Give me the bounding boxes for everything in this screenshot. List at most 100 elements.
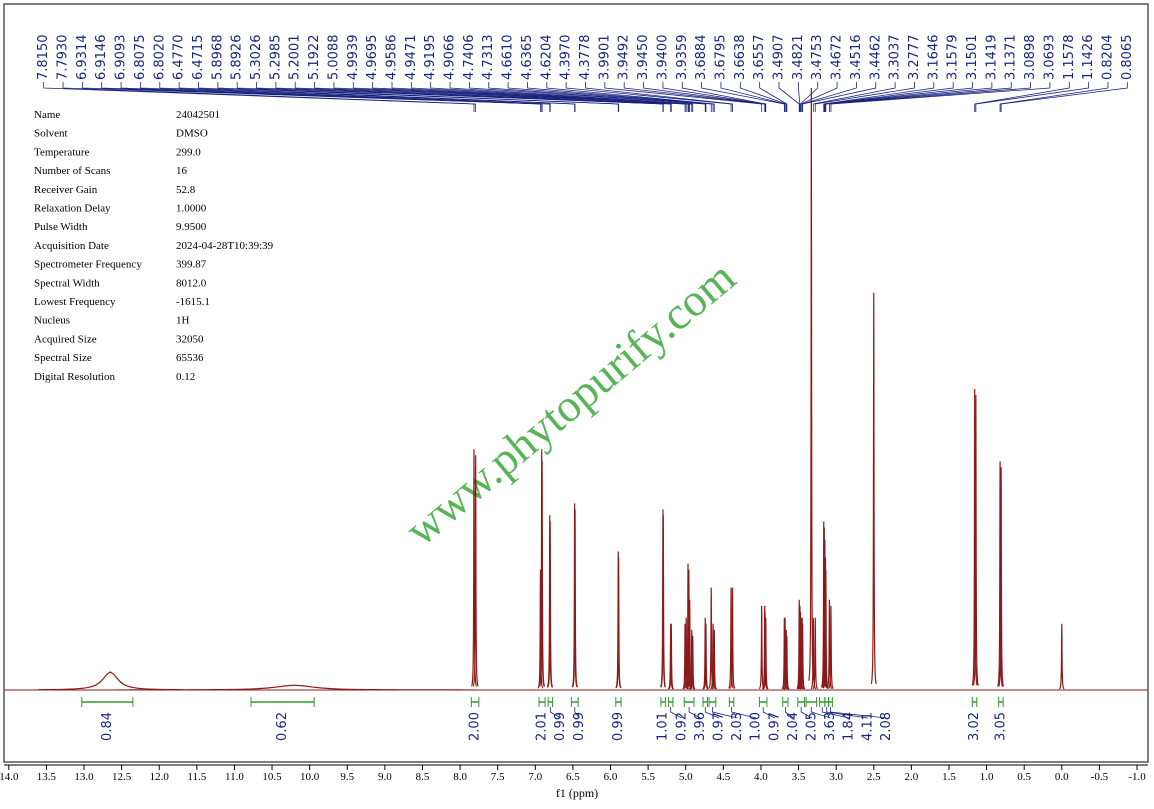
x-tick-label: 3.0 xyxy=(829,771,843,783)
peak-label: 4.9586 xyxy=(384,35,399,81)
peak-label: 6.9093 xyxy=(114,35,129,81)
param-value: 0.12 xyxy=(176,371,195,383)
peak xyxy=(798,617,804,690)
peak-label: 6.8075 xyxy=(133,35,148,81)
integral-leader xyxy=(762,707,775,719)
param-value: 65536 xyxy=(176,352,204,364)
peak-label: 3.4753 xyxy=(810,35,825,81)
x-tick-label: 13.0 xyxy=(74,771,94,783)
integral-leader xyxy=(670,707,682,719)
peak-label: 3.4462 xyxy=(868,35,883,81)
param-name: Spectral Width xyxy=(34,277,100,289)
peak-label: 3.1579 xyxy=(946,35,961,81)
peak-label-leader xyxy=(802,82,877,112)
peak xyxy=(828,605,834,690)
peak-label: 3.9901 xyxy=(597,35,612,81)
peak-label: 1.1578 xyxy=(1062,35,1077,81)
integral-label: 2.04 xyxy=(786,712,801,741)
param-name: Acquisition Date xyxy=(34,240,109,252)
x-tick-label: 0.5 xyxy=(1017,771,1031,783)
peak xyxy=(762,617,769,690)
param-name: Name xyxy=(34,109,60,121)
peak-label: 5.2985 xyxy=(268,35,283,81)
peak-label: 5.2001 xyxy=(288,35,303,81)
x-tick-label: 2.5 xyxy=(867,771,881,783)
peak-label: 6.8020 xyxy=(152,35,167,81)
peak-label-leader xyxy=(81,82,541,112)
peak-label-leader xyxy=(294,82,672,112)
peak-label: 4.9195 xyxy=(423,35,438,81)
param-value: 9.9500 xyxy=(176,221,207,233)
peak-label-leader xyxy=(778,82,800,112)
peak xyxy=(729,587,736,689)
peak xyxy=(38,671,183,691)
peak-label-leader xyxy=(812,82,896,112)
x-tick-label: 11.0 xyxy=(225,771,244,783)
peak-label-leader xyxy=(739,82,787,112)
peak-label-leader xyxy=(468,82,706,112)
peak xyxy=(711,629,718,690)
peak-label-leader xyxy=(314,82,672,112)
x-tick-label: 7.5 xyxy=(491,771,505,783)
peak-label: 3.9450 xyxy=(636,35,651,81)
peak-label: 6.9314 xyxy=(75,35,90,81)
integral-label: 0.99 xyxy=(572,712,587,741)
x-tick-label: 10.5 xyxy=(262,771,282,783)
integral-label: 2.00 xyxy=(468,712,483,741)
x-tick-label: -0.5 xyxy=(1091,771,1109,783)
peak-label-leader xyxy=(430,82,693,112)
integral-label: 0.62 xyxy=(275,712,290,741)
peak-label-leader xyxy=(236,82,619,112)
peak-label-leader xyxy=(999,82,1109,112)
peak xyxy=(782,617,788,690)
integral-leader xyxy=(784,707,794,719)
peak-label: 6.4770 xyxy=(172,35,187,81)
peak-label-leader xyxy=(120,82,543,112)
integral-leader xyxy=(830,707,887,719)
integral-label: 2.03 xyxy=(730,712,745,741)
integral-label: 0.97 xyxy=(767,712,782,741)
peak xyxy=(114,684,476,691)
peak xyxy=(539,461,546,687)
peak xyxy=(758,605,765,690)
integral-label: 0.97 xyxy=(711,712,726,741)
x-tick-label: 12.0 xyxy=(150,771,170,783)
watermark: www.phytopurify.com xyxy=(395,251,744,556)
peak-label: 0.8204 xyxy=(1100,35,1115,81)
peak-label-leader xyxy=(799,82,819,112)
peak xyxy=(998,467,1005,687)
param-value: 299.0 xyxy=(176,146,201,158)
peak-label-leader xyxy=(814,82,915,112)
peak-label: 3.1419 xyxy=(984,35,999,81)
peak xyxy=(547,521,554,688)
peak-label: 4.6365 xyxy=(520,35,535,81)
integral-leader xyxy=(731,707,757,719)
integral-leader xyxy=(704,707,720,719)
param-name: Pulse Width xyxy=(34,221,88,233)
param-name: Temperature xyxy=(34,146,90,158)
peak-label-leader xyxy=(488,82,707,112)
peak-label-leader xyxy=(800,82,838,112)
integral-leader xyxy=(574,707,580,719)
peak xyxy=(471,449,477,687)
peak-label: 3.1501 xyxy=(965,35,980,81)
peak-label-leader xyxy=(974,82,1070,112)
peak-label: 5.8968 xyxy=(210,35,225,80)
integral-label: 3.63 xyxy=(823,712,838,741)
integral-label: 3.96 xyxy=(693,712,708,741)
param-name: Digital Resolution xyxy=(34,371,115,383)
integral-label: 1.00 xyxy=(749,712,764,741)
peak-label-leader xyxy=(681,82,767,112)
peak-label: 3.3037 xyxy=(888,35,903,81)
peak-label-leader xyxy=(830,82,1051,112)
peak-label: 6.4715 xyxy=(191,35,206,81)
peak xyxy=(703,623,709,690)
peak xyxy=(1058,623,1065,690)
peak-label-leader xyxy=(449,82,694,112)
peak xyxy=(870,292,877,684)
peak xyxy=(572,509,579,688)
peak-label-leader xyxy=(275,82,664,112)
x-tick-label: 1.5 xyxy=(942,771,956,783)
peak-label: 5.0088 xyxy=(326,35,341,81)
